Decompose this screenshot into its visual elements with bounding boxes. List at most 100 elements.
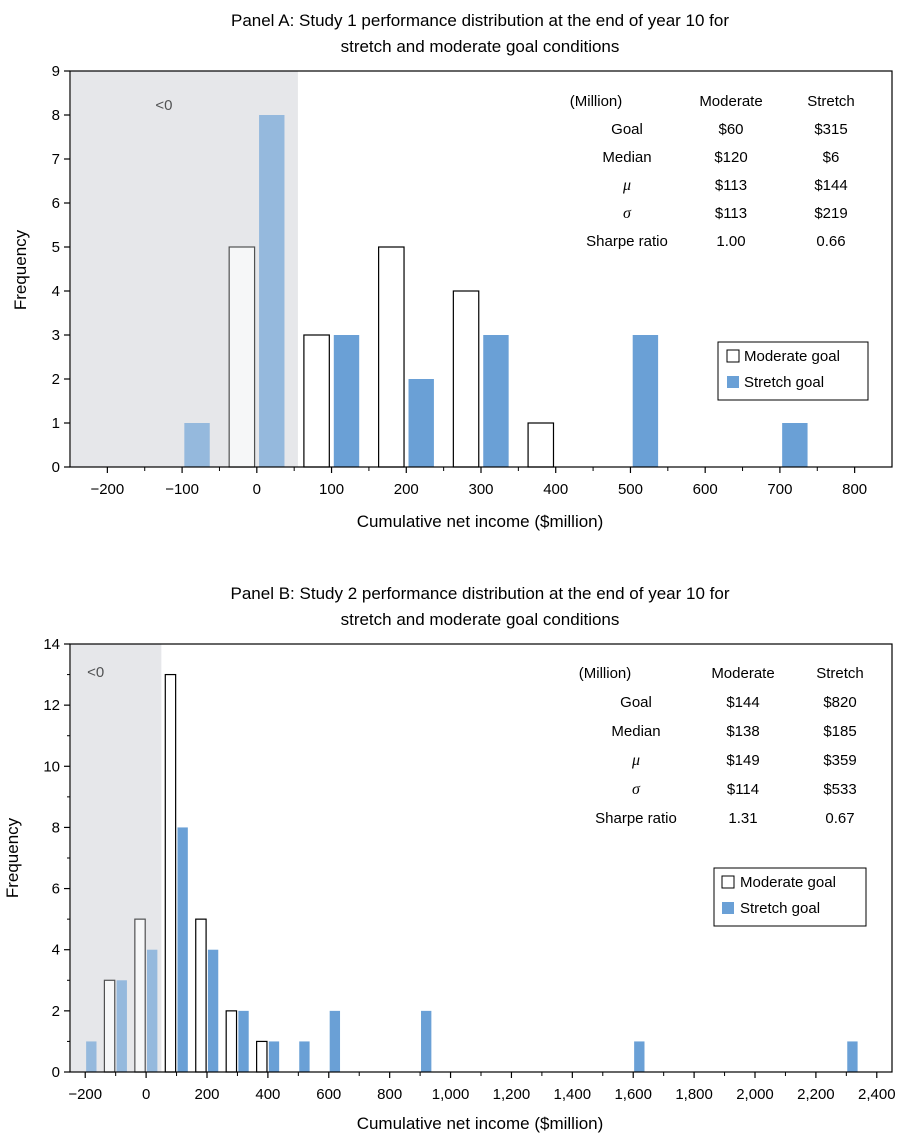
legend-swatch-moderate <box>726 349 740 363</box>
x-tick-label: 1,000 <box>432 1086 470 1103</box>
x-tick-label: 2,200 <box>797 1086 835 1103</box>
y-tick-label: 14 <box>43 636 60 653</box>
bar-stretch <box>207 949 219 1072</box>
stats-row-label-sigma: σ <box>623 205 632 222</box>
stats-header-stretch: Stretch <box>816 665 864 682</box>
stats-stretch-value: $359 <box>823 752 856 769</box>
x-tick-label: 600 <box>316 1086 341 1103</box>
legend-box <box>717 341 869 401</box>
panel-a-title-line2: stretch and moderate goal conditions <box>341 37 620 56</box>
x-tick-label: 0 <box>142 1086 150 1103</box>
y-tick-label: 3 <box>52 327 60 344</box>
x-tick-label: 200 <box>194 1086 219 1103</box>
legend: Moderate goal Stretch goal <box>713 867 867 927</box>
bar-stretch <box>333 335 360 467</box>
stats-row-label: Median <box>611 723 660 740</box>
x-tick-label: 600 <box>693 481 718 498</box>
x-tick-label: 700 <box>767 481 792 498</box>
stats-moderate-value: 1.31 <box>728 810 757 827</box>
plot-frame <box>69 643 893 1073</box>
stats-stretch-value: $820 <box>823 694 856 711</box>
panel-b-title-line1: Panel B: Study 2 performance distributio… <box>231 584 730 603</box>
bar-stretch <box>847 1041 858 1072</box>
stats-header-moderate: Moderate <box>699 93 762 110</box>
stats-moderate-value: $144 <box>726 694 759 711</box>
bar-moderate <box>225 1010 238 1073</box>
stats-moderate-value: $138 <box>726 723 759 740</box>
stats-moderate-value: $60 <box>718 121 743 138</box>
legend-swatch-moderate <box>721 875 735 889</box>
legend-box <box>713 867 867 927</box>
stats-moderate-value: $113 <box>715 205 747 222</box>
negative-region-overlay <box>71 72 298 467</box>
bar-stretch <box>299 1041 310 1072</box>
x-tick-label: 400 <box>543 481 568 498</box>
panel-b-title-line2: stretch and moderate goal conditions <box>341 610 620 629</box>
x-tick-label: 200 <box>394 481 419 498</box>
x-tick-label: 1,200 <box>493 1086 531 1103</box>
stats-row-label: Goal <box>620 694 652 711</box>
y-tick-label: 7 <box>52 151 60 168</box>
stats-table: (Million) Moderate Stretch Goal $144 $82… <box>579 665 864 827</box>
bar-stretch <box>259 115 285 467</box>
x-tick-label: 1,400 <box>554 1086 592 1103</box>
stats-stretch-value: $144 <box>814 177 847 194</box>
y-tick-label: 4 <box>52 942 60 959</box>
stats-table: (Million) Moderate Stretch Goal $60 $315… <box>570 93 855 250</box>
x-axis-label: Cumulative net income ($million) <box>357 1114 604 1133</box>
stats-stretch-value: $533 <box>823 781 856 798</box>
x-tick-label: 500 <box>618 481 643 498</box>
legend: Moderate goal Stretch goal <box>717 341 869 401</box>
bar-stretch <box>116 980 127 1072</box>
bar-stretch <box>147 949 158 1072</box>
stats-row-label-mu: μ <box>622 177 631 194</box>
panel-b: Panel B: Study 2 performance distributio… <box>3 584 896 1133</box>
bar-stretch <box>408 379 434 467</box>
bar-stretch <box>329 1010 341 1072</box>
y-axis-label: Frequency <box>3 817 22 898</box>
stats-row-label: Sharpe ratio <box>586 233 668 250</box>
y-tick-label: 0 <box>52 1064 60 1081</box>
legend-swatch-stretch <box>727 376 739 388</box>
y-tick-label: 6 <box>52 881 60 898</box>
bar-stretch <box>86 1041 97 1072</box>
y-tick-label: 8 <box>52 107 60 124</box>
stats-stretch-value: $185 <box>823 723 856 740</box>
bar-moderate <box>527 422 555 468</box>
panel-a-title-line1: Panel A: Study 1 performance distributio… <box>231 11 729 30</box>
legend-swatch-stretch <box>722 902 734 914</box>
y-tick-label: 0 <box>52 459 60 476</box>
legend-label-moderate: Moderate goal <box>740 874 836 891</box>
x-tick-label: 1,800 <box>675 1086 713 1103</box>
negative-region <box>71 644 162 1072</box>
x-axis-label: Cumulative net income ($million) <box>357 512 604 531</box>
negative-region-label: <0 <box>155 97 172 114</box>
bar-stretch <box>238 1010 249 1072</box>
x-tick-label: −200 <box>68 1086 102 1103</box>
y-tick-label: 12 <box>43 697 60 714</box>
negative-region-label: <0 <box>87 664 104 681</box>
y-tick-label: 5 <box>52 239 60 256</box>
bar-moderate <box>378 246 405 468</box>
bar-stretch <box>483 335 509 467</box>
stats-moderate-value: $114 <box>727 781 759 798</box>
legend-label-moderate: Moderate goal <box>744 348 840 365</box>
stats-stretch-value: $315 <box>814 121 847 138</box>
x-tick-label: 2,000 <box>736 1086 774 1103</box>
y-tick-label: 1 <box>52 415 60 432</box>
x-tick-label: 800 <box>842 481 867 498</box>
bar-moderate <box>228 246 256 468</box>
bar-moderate <box>164 673 177 1073</box>
stats-header-million: (Million) <box>570 93 623 110</box>
y-tick-label: 10 <box>43 758 60 775</box>
x-tick-label: 1,600 <box>614 1086 652 1103</box>
stats-header-moderate: Moderate <box>711 665 774 682</box>
y-tick-label: 2 <box>52 1003 60 1020</box>
y-tick-label: 8 <box>52 819 60 836</box>
stats-row-label-mu: μ <box>631 752 640 769</box>
stats-row-label: Goal <box>611 121 643 138</box>
stats-stretch-value: 0.67 <box>825 810 854 827</box>
bar-moderate <box>256 1040 268 1073</box>
stats-row-label-sigma: σ <box>632 781 641 798</box>
